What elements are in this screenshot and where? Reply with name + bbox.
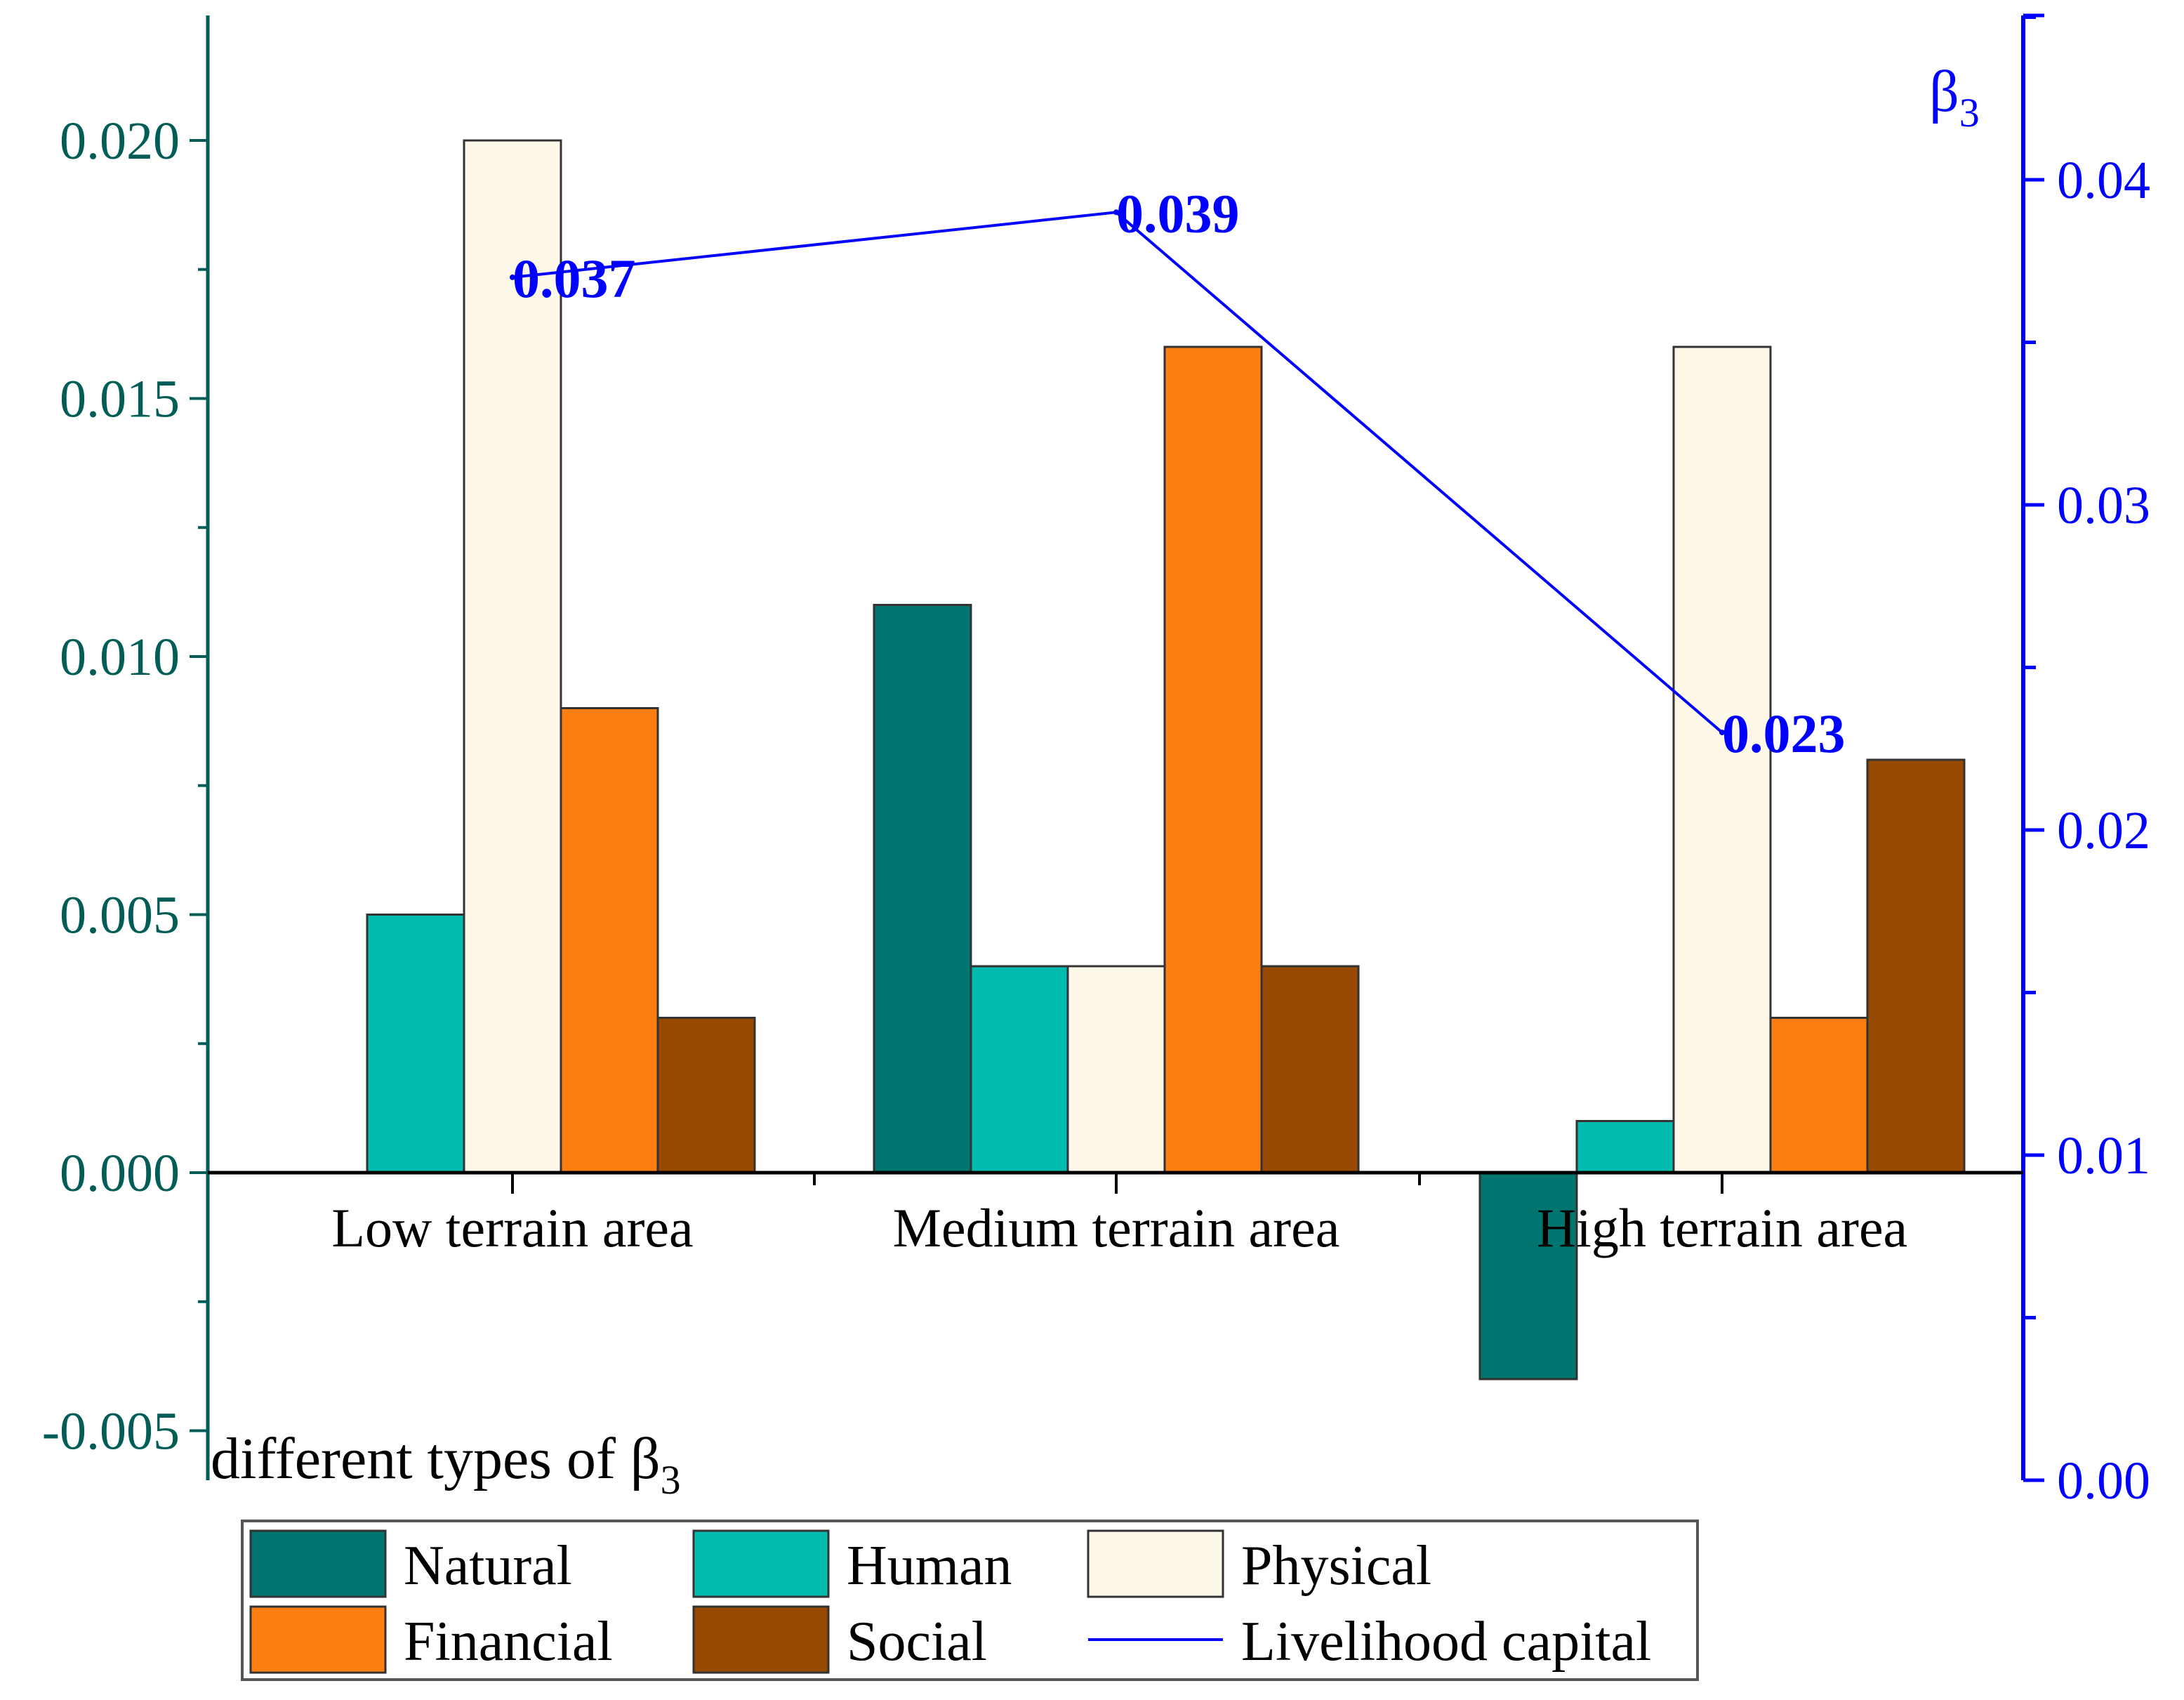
bar-natural-1	[873, 604, 972, 1174]
legend-label-financial: Financial	[404, 1611, 613, 1673]
category-label-1: Medium terrain area	[893, 1197, 1340, 1258]
line-point-0	[510, 274, 515, 280]
category-label-2: High terrain area	[1537, 1197, 1907, 1258]
bar-physical-0	[463, 139, 562, 1174]
bar-financial-2	[1769, 1017, 1869, 1174]
line-group: 0.037 0.039 0.023	[510, 183, 1846, 764]
left-axis-title-sub: 3	[661, 1457, 681, 1503]
legend-label-natural: Natural	[404, 1535, 572, 1597]
right-tick-label-3: 0.03	[2057, 476, 2150, 535]
bar-natural-2	[1478, 1171, 1578, 1381]
category-label-0: Low terrain area	[331, 1197, 693, 1258]
left-tick-label-2: 0.005	[60, 886, 180, 945]
bar-social-0	[656, 1017, 756, 1174]
line-point-1	[1113, 209, 1119, 216]
line-data-label-2: 0.023	[1722, 703, 1846, 764]
legend-label-social: Social	[847, 1611, 987, 1673]
legend-swatch-human	[692, 1529, 830, 1598]
livelihood-capital-line	[512, 211, 1723, 734]
left-axis-title: different types of β3	[211, 1426, 681, 1503]
bar-human-1	[969, 965, 1069, 1174]
right-axis-title: β3	[1929, 59, 1980, 136]
bar-social-2	[1866, 758, 1966, 1174]
bar-physical-2	[1672, 345, 1772, 1174]
left-tick-label-1: 0.000	[60, 1144, 180, 1203]
legend-swatch-financial	[249, 1605, 387, 1674]
bar-financial-1	[1163, 345, 1263, 1174]
right-axis-title-sub: 3	[1959, 90, 1980, 136]
bar-human-0	[366, 914, 465, 1174]
legend-swatch-social	[692, 1605, 830, 1674]
right-tick-label-1: 0.01	[2057, 1126, 2150, 1185]
left-tick-label-3: 0.010	[60, 628, 180, 687]
right-tick-label-0: 0.00	[2057, 1451, 2150, 1510]
bar-financial-0	[560, 707, 659, 1174]
legend: Natural Human Physical Financial Social Livel…	[241, 1520, 1699, 1681]
right-tick-label-4: 0.04	[2057, 151, 2150, 210]
right-tick-label-2: 0.02	[2057, 801, 2150, 860]
right-axis-title-text: β	[1929, 59, 1959, 124]
bar-social-1	[1260, 965, 1360, 1174]
axes-group: -0.005 0.000 0.005 0.010 0.015 0.020 0.00 0.01 0…	[42, 13, 2150, 1510]
legend-frame	[241, 1520, 1699, 1681]
legend-label-livelihood-capital: Livelihood capital	[1241, 1611, 1651, 1673]
legend-label-physical: Physical	[1241, 1535, 1431, 1597]
bar-group	[366, 139, 1966, 1381]
bar-physical-1	[1066, 965, 1166, 1174]
left-axis-title-text: different types of β	[211, 1426, 661, 1491]
line-data-label-1: 0.039	[1116, 183, 1240, 244]
legend-swatch-physical	[1087, 1529, 1224, 1598]
line-data-label-0: 0.037	[512, 248, 636, 309]
bar-human-2	[1575, 1120, 1675, 1174]
legend-swatch-natural	[249, 1529, 387, 1598]
left-tick-label-5: 0.020	[60, 112, 180, 171]
line-point-2	[1719, 730, 1725, 736]
left-tick-label-0: -0.005	[42, 1402, 180, 1461]
left-tick-label-4: 0.015	[60, 370, 180, 429]
legend-label-human: Human	[847, 1535, 1012, 1597]
